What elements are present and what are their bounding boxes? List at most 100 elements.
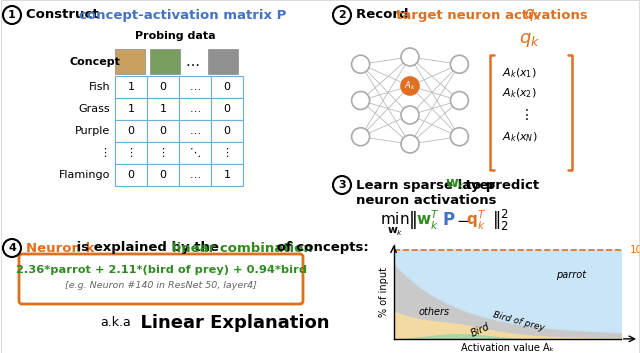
- Text: others: others: [419, 307, 450, 317]
- Bar: [208, 49, 238, 74]
- FancyBboxPatch shape: [19, 254, 303, 304]
- Text: linear combination: linear combination: [172, 241, 313, 255]
- Bar: [147, 120, 179, 142]
- Text: 0: 0: [159, 82, 166, 92]
- Text: is explained by the: is explained by the: [72, 241, 223, 255]
- Circle shape: [351, 55, 370, 73]
- Text: …: …: [185, 55, 199, 69]
- Text: $q_k$: $q_k$: [524, 7, 542, 23]
- Text: 0: 0: [223, 126, 230, 136]
- Circle shape: [401, 77, 419, 95]
- Text: concept-activation matrix P: concept-activation matrix P: [79, 8, 286, 22]
- Circle shape: [401, 106, 419, 124]
- Circle shape: [401, 135, 419, 153]
- Text: 1: 1: [223, 170, 230, 180]
- Text: [e.g. Neuron #140 in ResNet 50, layer4]: [e.g. Neuron #140 in ResNet 50, layer4]: [65, 281, 257, 291]
- Text: $\underset{\mathbf{w}_k}{\min}$: $\underset{\mathbf{w}_k}{\min}$: [380, 210, 410, 238]
- Text: 100: 100: [630, 245, 640, 255]
- Text: $\mathbf{q}_k^T$: $\mathbf{q}_k^T$: [466, 208, 486, 232]
- Text: …: …: [189, 104, 200, 114]
- Text: Learn sparse layer: Learn sparse layer: [356, 179, 500, 191]
- X-axis label: Activation value Aₖ: Activation value Aₖ: [461, 343, 554, 353]
- Text: 0: 0: [223, 104, 230, 114]
- Text: 4: 4: [8, 243, 16, 253]
- Circle shape: [351, 128, 370, 146]
- Text: Linear Explanation: Linear Explanation: [128, 314, 330, 332]
- Circle shape: [451, 91, 468, 109]
- Text: 0: 0: [159, 170, 166, 180]
- Text: a.k.a: a.k.a: [100, 317, 131, 329]
- Circle shape: [451, 55, 468, 73]
- Text: $A_k(x_2)$: $A_k(x_2)$: [502, 86, 536, 100]
- Bar: [211, 142, 243, 164]
- Circle shape: [401, 48, 419, 66]
- Text: 1: 1: [159, 104, 166, 114]
- Text: ⋮: ⋮: [157, 148, 168, 158]
- Text: Concept: Concept: [70, 57, 120, 67]
- Bar: [211, 120, 243, 142]
- Text: $A_k$: $A_k$: [404, 80, 416, 92]
- Bar: [115, 49, 145, 74]
- Bar: [147, 164, 179, 186]
- Text: Bird of prey: Bird of prey: [492, 310, 545, 332]
- Bar: [115, 76, 147, 98]
- Bar: [115, 164, 147, 186]
- Bar: [179, 120, 211, 142]
- Bar: [179, 142, 211, 164]
- Bar: [179, 164, 211, 186]
- Text: Fish: Fish: [88, 82, 110, 92]
- Bar: [147, 76, 179, 98]
- Bar: [115, 142, 147, 164]
- Text: Record: Record: [356, 8, 413, 22]
- Bar: [150, 49, 180, 74]
- Text: $\mathbf{w}_k$: $\mathbf{w}_k$: [445, 178, 466, 192]
- Y-axis label: % of input: % of input: [380, 267, 389, 317]
- Text: ⋮: ⋮: [99, 148, 110, 158]
- Text: Purple: Purple: [75, 126, 110, 136]
- Circle shape: [451, 128, 468, 146]
- Text: Neuron k: Neuron k: [26, 241, 94, 255]
- Text: 1: 1: [127, 104, 134, 114]
- Text: parrot: parrot: [556, 270, 586, 280]
- Text: …: …: [189, 170, 200, 180]
- Text: to predict: to predict: [461, 179, 539, 191]
- Text: 0: 0: [127, 170, 134, 180]
- Text: $\Vert_2^2$: $\Vert_2^2$: [492, 208, 509, 233]
- Text: $-$: $-$: [456, 213, 469, 227]
- Text: neuron activations: neuron activations: [356, 193, 497, 207]
- Circle shape: [351, 91, 370, 109]
- Text: $\Vert$: $\Vert$: [408, 209, 417, 231]
- Bar: [179, 76, 211, 98]
- Text: $q_k$: $q_k$: [520, 31, 541, 49]
- Bar: [179, 98, 211, 120]
- Text: Grass: Grass: [78, 104, 110, 114]
- Text: $\mathbf{P}$: $\mathbf{P}$: [442, 211, 456, 229]
- Text: 2.36*parrot + 2.11*(bird of prey) + 0.94*bird: 2.36*parrot + 2.11*(bird of prey) + 0.94…: [15, 265, 307, 275]
- Text: ⋮: ⋮: [125, 148, 136, 158]
- Text: Bird: Bird: [469, 321, 491, 339]
- Text: ⋮: ⋮: [520, 108, 534, 122]
- Text: 3: 3: [338, 180, 346, 190]
- Bar: [211, 76, 243, 98]
- Bar: [211, 98, 243, 120]
- Text: $A_k(x_1)$: $A_k(x_1)$: [502, 66, 536, 80]
- Text: 1: 1: [8, 10, 16, 20]
- Text: of concepts:: of concepts:: [272, 241, 369, 255]
- Text: $A_k(x_N)$: $A_k(x_N)$: [502, 130, 538, 144]
- Bar: [147, 98, 179, 120]
- Text: ⋮: ⋮: [221, 148, 232, 158]
- Text: target neuron activations: target neuron activations: [396, 8, 593, 22]
- Text: 0: 0: [159, 126, 166, 136]
- Text: 1: 1: [127, 82, 134, 92]
- Text: $\mathbf{w}_k^T$: $\mathbf{w}_k^T$: [416, 208, 440, 232]
- Text: …: …: [189, 82, 200, 92]
- Text: Construct: Construct: [26, 8, 103, 22]
- Text: Probing data: Probing data: [134, 31, 215, 41]
- Text: Flamingo: Flamingo: [59, 170, 110, 180]
- Bar: [115, 120, 147, 142]
- Text: ⋱: ⋱: [189, 148, 200, 158]
- Bar: [147, 142, 179, 164]
- Bar: [211, 164, 243, 186]
- Text: 2: 2: [338, 10, 346, 20]
- Text: …: …: [189, 126, 200, 136]
